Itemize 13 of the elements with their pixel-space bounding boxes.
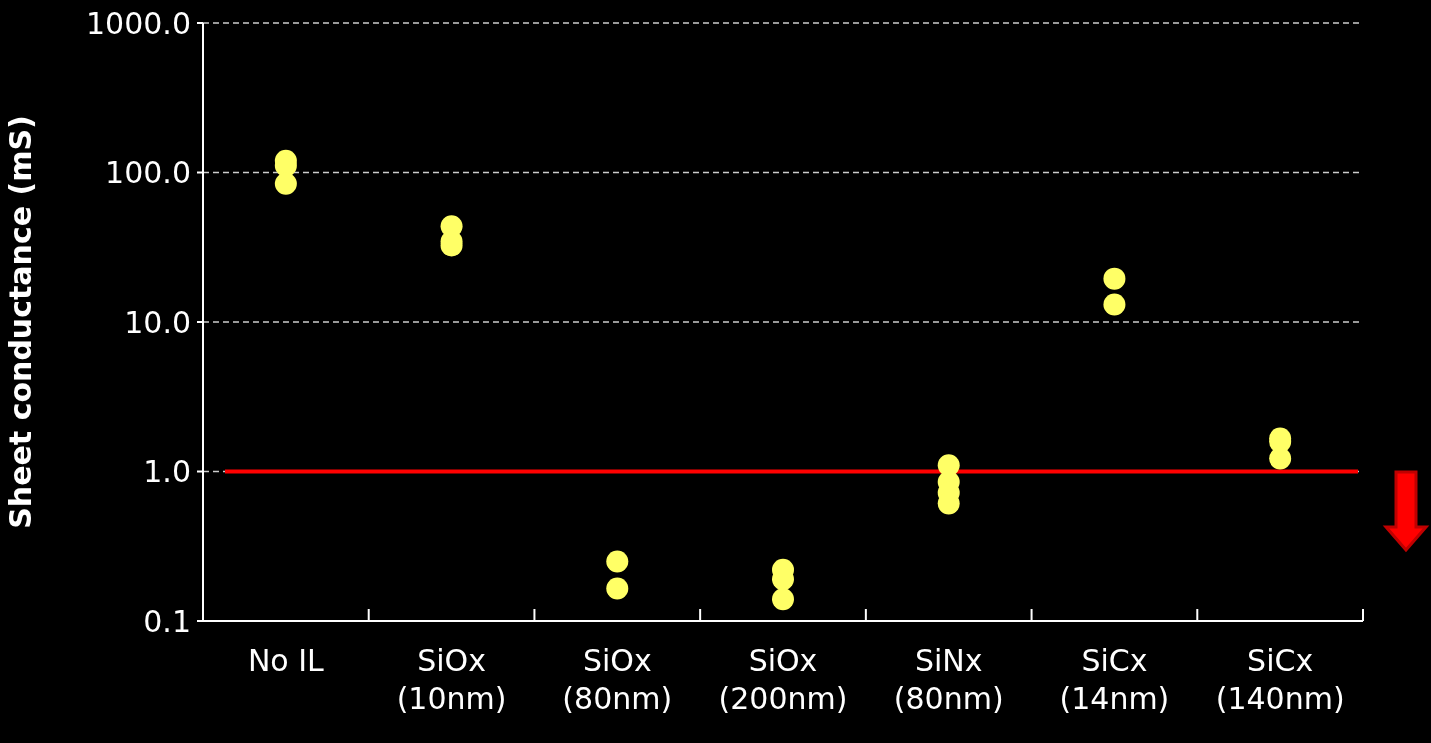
y-tick-label: 10.0 [124, 304, 191, 340]
x-tick-label: SiOx (80nm) [562, 643, 673, 716]
x-tick-label: SiCx (14nm) [1059, 643, 1170, 716]
y-axis-title: Sheet conductance (mS) [3, 115, 38, 529]
x-tick-label: SiNx (80nm) [893, 643, 1004, 716]
y-tick-label: 100.0 [105, 155, 191, 190]
y-tick-label: 1.0 [143, 454, 191, 489]
x-tick-label: SiOx (200nm) [718, 643, 848, 716]
x-tick-label: SiOx (10nm) [396, 643, 507, 716]
y-tick-label: 0.1 [143, 603, 191, 639]
y-tick-label: 1000.0 [86, 5, 191, 41]
x-tick-label: SiCx (140nm) [1215, 643, 1345, 716]
x-tick-label: No IL [247, 643, 325, 678]
